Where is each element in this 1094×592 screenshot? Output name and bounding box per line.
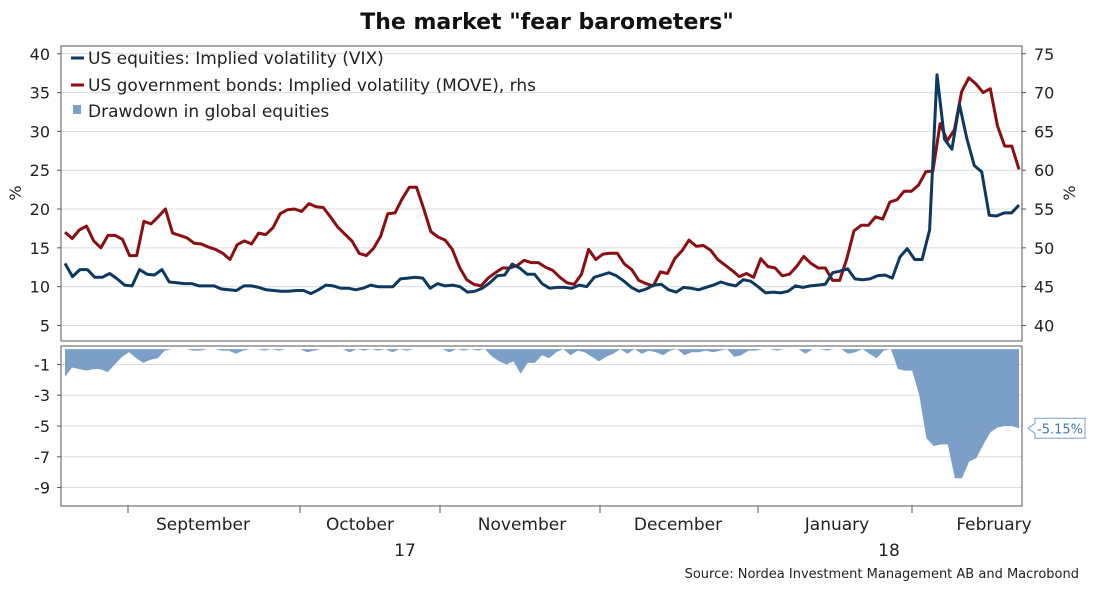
move-line-series (64, 76, 1021, 288)
x-month-label: January (804, 515, 869, 535)
right-tick-label: 40 (1034, 316, 1054, 335)
callout-box (1027, 417, 1086, 439)
legend-label-vix: US equities: Implied volatility (VIX) (88, 49, 384, 69)
left-axis-ticks: 5 10 15 20 25 30 35 40 (30, 45, 61, 335)
lower-tick-label: -7 (34, 448, 50, 467)
x-month-label: February (956, 515, 1031, 535)
x-year-label: 17 (394, 541, 416, 561)
legend-label-move: US government bonds: Implied volatility … (88, 76, 536, 96)
upper-panel-frame (60, 45, 1023, 342)
x-axis: September October November December January F… (127, 506, 1032, 561)
drawdown-area-path (65, 349, 1019, 479)
right-axis-label: % (1060, 185, 1079, 200)
left-tick-label: 20 (30, 200, 50, 219)
callout-value: -5.15% (1037, 422, 1083, 437)
vix-line-path (63, 73, 1021, 296)
lower-tick-label: -3 (34, 386, 50, 405)
left-tick-label: 40 (30, 45, 50, 64)
right-tick-label: 50 (1034, 239, 1054, 258)
left-tick-label: 35 (30, 84, 50, 103)
legend-swatch-drawdown (73, 105, 81, 114)
x-month-label: September (156, 515, 250, 535)
x-month-label: November (478, 515, 566, 535)
chart-title: The market "fear barometers" (360, 10, 734, 35)
legend: US equities: Implied volatility (VIX) US… (71, 49, 536, 122)
legend-label-drawdown: Drawdown in global equities (88, 102, 329, 122)
left-tick-label: 5 (40, 316, 50, 335)
left-tick-label: 15 (30, 239, 50, 258)
right-tick-label: 55 (1034, 200, 1054, 219)
x-year-label: 18 (878, 541, 900, 561)
right-axis-ticks: 40 45 50 55 60 65 70 75 (1022, 45, 1054, 335)
move-line-path (64, 76, 1021, 288)
upper-gridlines (61, 53, 1022, 326)
vix-line-series (63, 73, 1021, 296)
lower-tick-label: -5 (34, 417, 50, 436)
right-tick-label: 75 (1034, 45, 1054, 64)
right-tick-label: 65 (1034, 122, 1054, 141)
left-tick-label: 25 (30, 161, 50, 180)
x-month-label: October (326, 515, 394, 535)
left-axis-label: % (6, 185, 25, 200)
lower-gridlines (61, 363, 1022, 489)
x-month-label: December (634, 515, 722, 535)
lower-axis-ticks: -1 -3 -5 -7 -9 (34, 355, 61, 498)
source-note: Source: Nordea Investment Management AB … (685, 567, 1079, 582)
right-tick-label: 70 (1034, 84, 1054, 103)
drawdown-callout: -5.15% (1027, 417, 1086, 439)
left-tick-label: 30 (30, 122, 50, 141)
lower-tick-label: -1 (34, 355, 50, 374)
left-tick-label: 10 (30, 278, 50, 297)
lower-tick-label: -9 (34, 479, 50, 498)
right-tick-label: 60 (1034, 161, 1054, 180)
right-tick-label: 45 (1034, 278, 1054, 297)
drawdown-area-series (65, 349, 1019, 479)
